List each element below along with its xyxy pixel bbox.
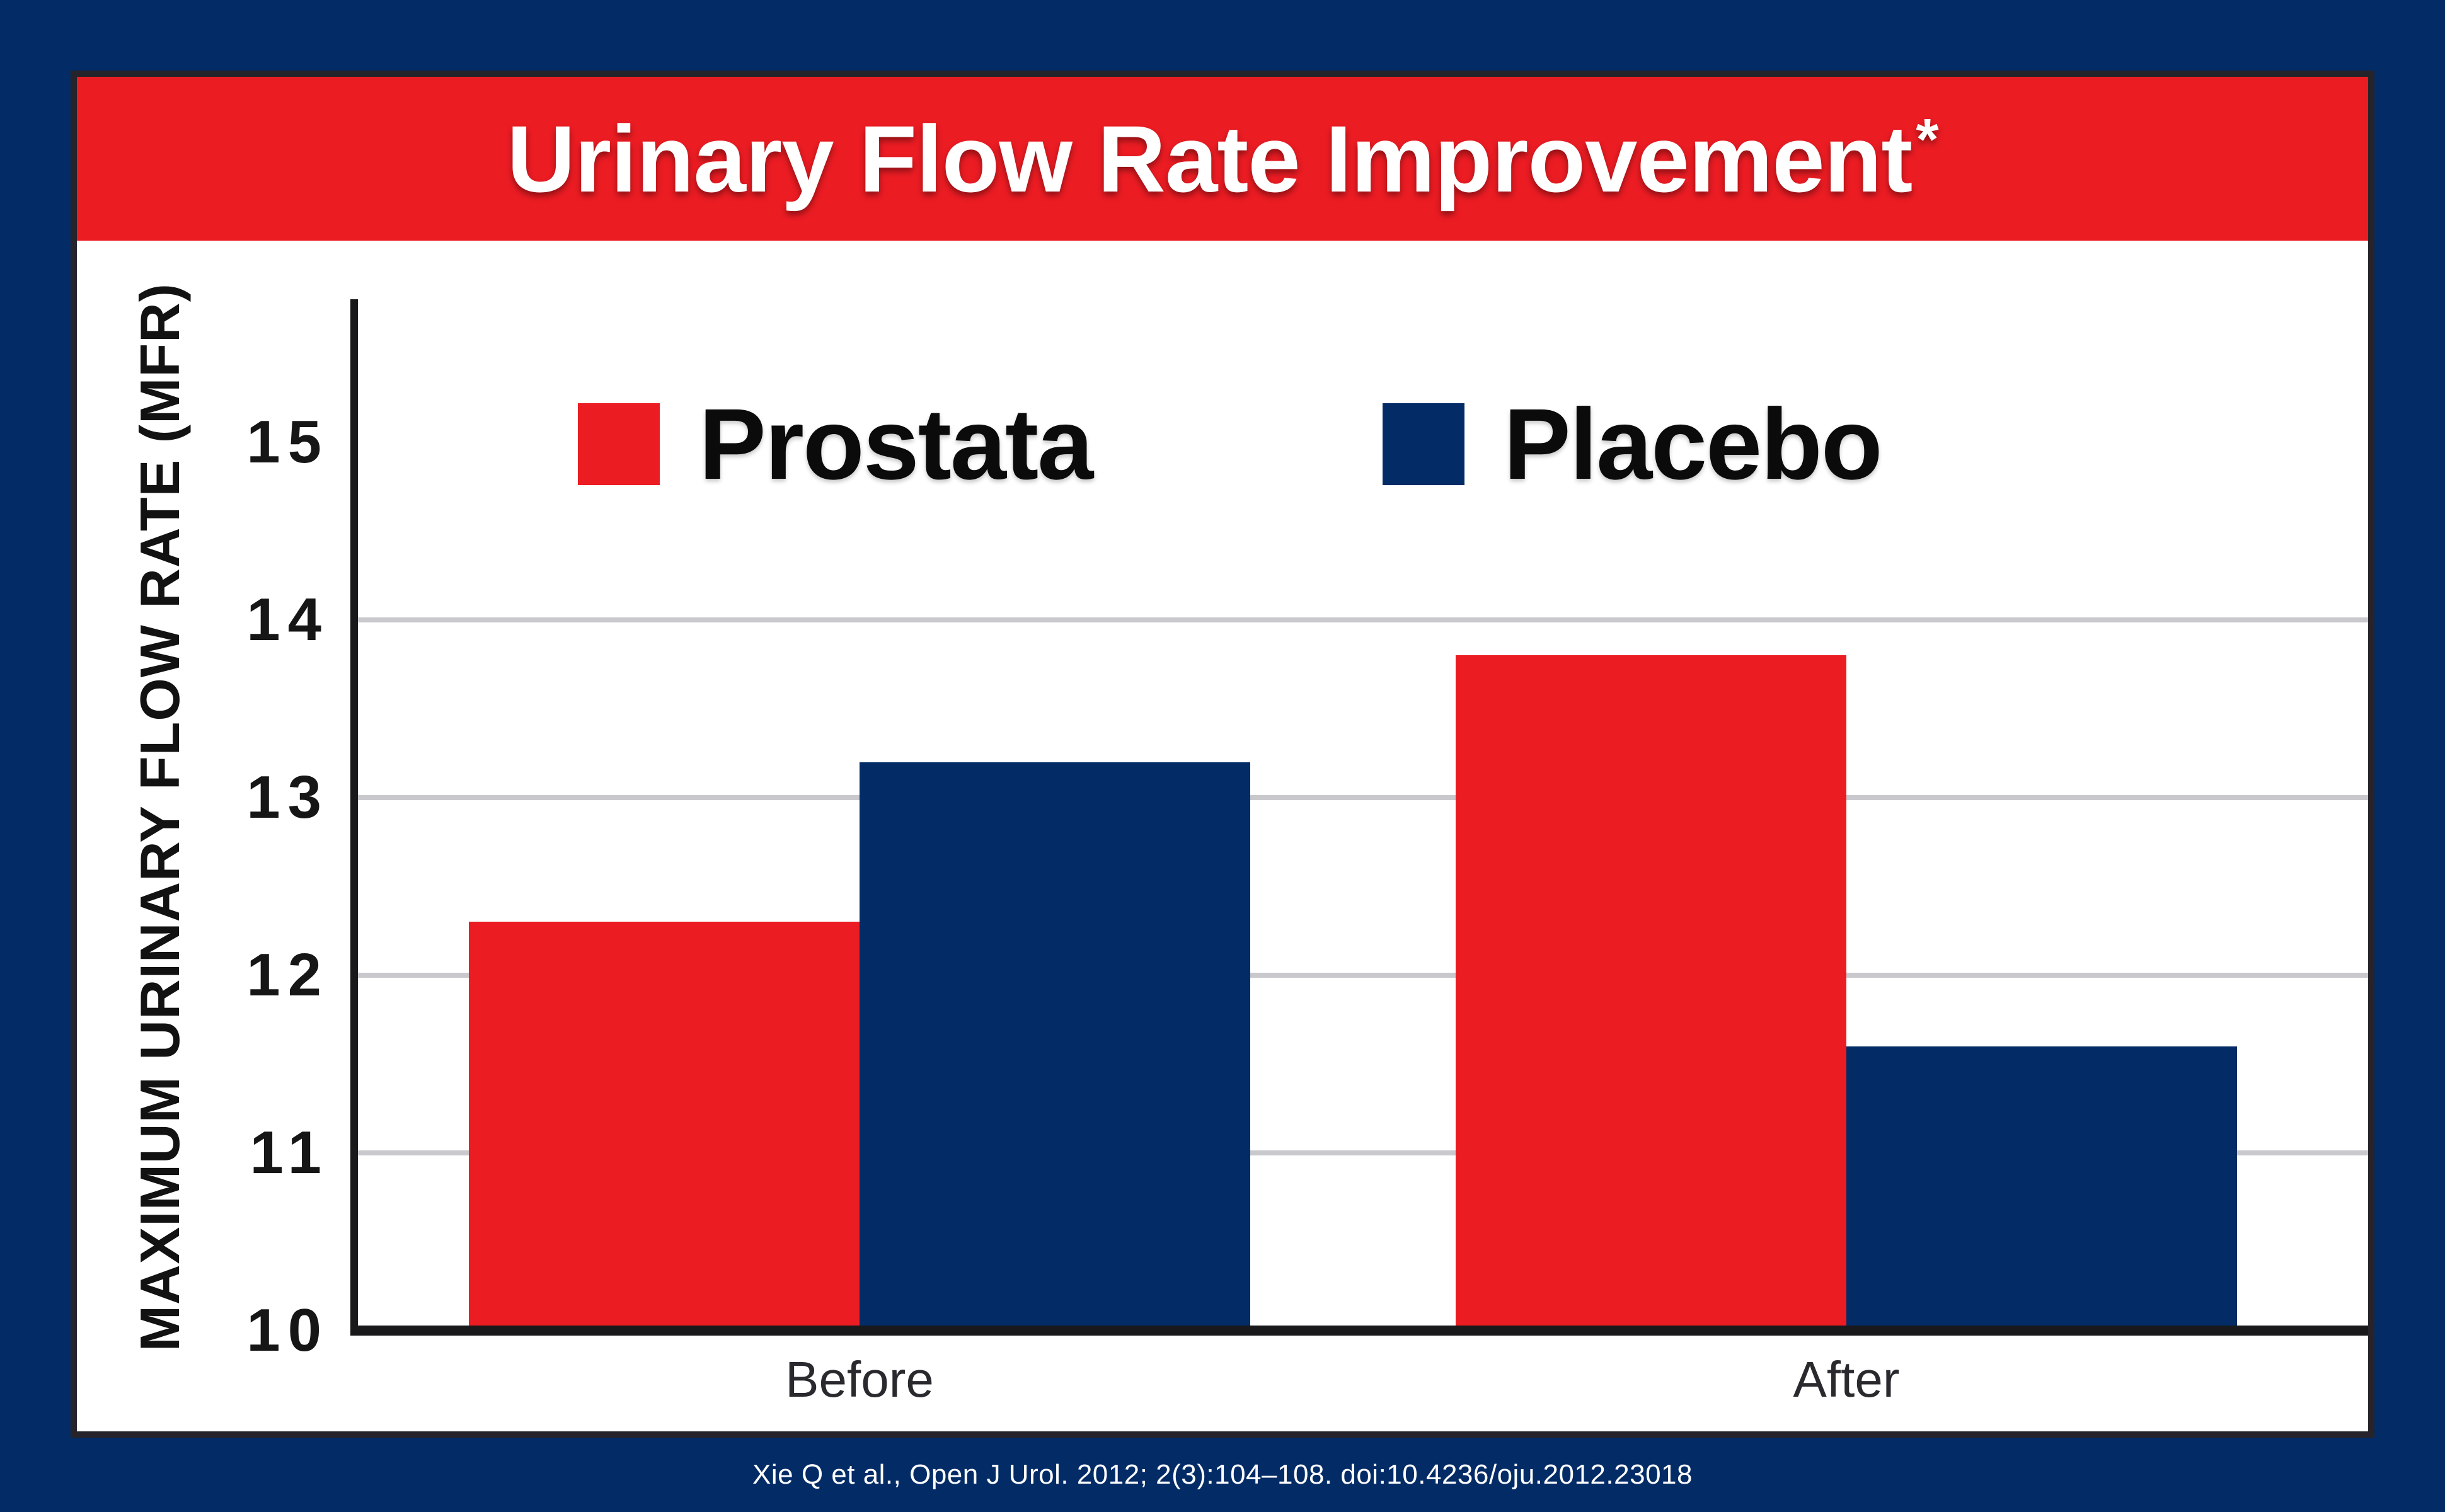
- legend-swatch-placebo: [1383, 403, 1464, 485]
- citation-text: Xie Q et al., Open J Urol. 2012; 2(3):10…: [752, 1459, 1693, 1490]
- page-title: Urinary Flow Rate Improvement*: [507, 105, 1938, 214]
- gridline-14: [358, 617, 2368, 622]
- legend-item-prostata: Prostata: [578, 387, 1093, 500]
- y-tick-label-15: 15: [246, 408, 329, 476]
- y-tick-label-14: 14: [246, 586, 329, 653]
- bar-prostata-before: [469, 922, 860, 1336]
- y-tick-label-13: 13: [246, 764, 329, 831]
- legend-swatch-prostata: [578, 403, 660, 485]
- bar-prostata-after: [1456, 655, 1846, 1336]
- y-tick-label-11: 11: [250, 1119, 329, 1186]
- footer-band: Xie Q et al., Open J Urol. 2012; 2(3):10…: [0, 1438, 2445, 1512]
- bar-placebo-after: [1846, 1046, 2237, 1336]
- gridline-11: [358, 1150, 2368, 1155]
- gridline-12: [358, 973, 2368, 978]
- title-asterisk: *: [1916, 106, 1938, 172]
- y-tick-label-12: 12: [246, 941, 329, 1009]
- chart-panel: Urinary Flow Rate Improvement* MAXIMUM U…: [71, 71, 2374, 1438]
- title-band: Urinary Flow Rate Improvement*: [77, 77, 2368, 241]
- y-tick-label-10: 10: [246, 1297, 329, 1364]
- legend-label-prostata: Prostata: [699, 387, 1093, 500]
- legend-item-placebo: Placebo: [1383, 387, 1883, 500]
- gridline-13: [358, 795, 2368, 800]
- x-category-label-after: After: [1793, 1351, 1900, 1407]
- bar-placebo-before: [860, 762, 1250, 1336]
- legend-label-placebo: Placebo: [1504, 387, 1883, 500]
- y-axis-line: [350, 299, 358, 1336]
- x-category-label-before: Before: [785, 1351, 934, 1407]
- page-title-text: Urinary Flow Rate Improvement: [507, 105, 1913, 212]
- x-axis-baseline: [350, 1326, 2368, 1336]
